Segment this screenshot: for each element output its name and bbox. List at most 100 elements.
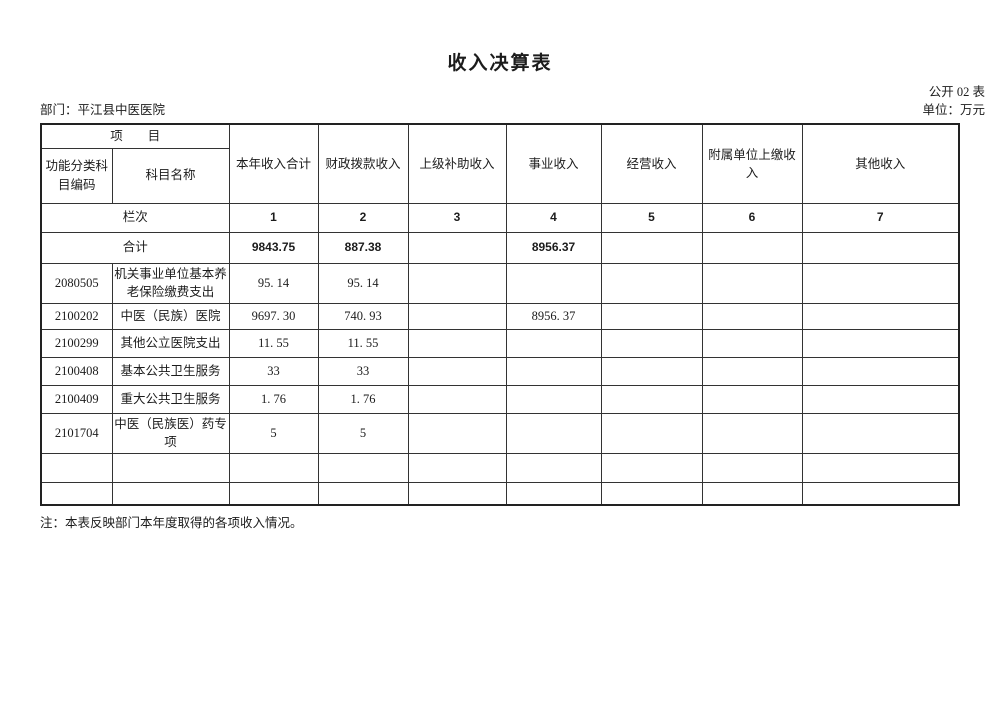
department-label: 部门：平江县中医医院 bbox=[40, 103, 166, 117]
cell-value bbox=[600, 384, 703, 414]
empty-cell bbox=[228, 452, 319, 483]
cell-function-code: 2100202 bbox=[40, 302, 113, 330]
cell-value bbox=[600, 328, 703, 358]
column-index: 3 bbox=[407, 202, 507, 233]
header-col-fiscal-appropriation: 财政拨款收入 bbox=[317, 123, 409, 204]
cell-function-code: 2100299 bbox=[40, 328, 113, 358]
header-col-other-income: 其他收入 bbox=[801, 123, 960, 204]
header-function-code: 功能分类科目编码 bbox=[40, 147, 113, 204]
header-row-top: 项 目 本年收入合计 财政拨款收入 上级补助收入 事业收入 经营收入 附属单位上… bbox=[40, 123, 960, 204]
cell-value bbox=[505, 412, 602, 454]
cell-value bbox=[407, 328, 507, 358]
cell-value bbox=[600, 262, 703, 304]
column-index: 2 bbox=[317, 202, 409, 233]
header-col-affiliated-units: 附属单位上缴收入 bbox=[701, 123, 803, 204]
column-index: 5 bbox=[600, 202, 703, 233]
cell-value bbox=[801, 302, 960, 330]
total-value: 887.38 bbox=[317, 231, 409, 264]
cell-value bbox=[600, 302, 703, 330]
total-row: 合计 9843.75 887.38 8956.37 bbox=[40, 231, 960, 264]
cell-value bbox=[407, 384, 507, 414]
cell-value bbox=[600, 356, 703, 386]
total-value bbox=[801, 231, 960, 264]
header-col-superior-subsidy: 上级补助收入 bbox=[407, 123, 507, 204]
total-value bbox=[407, 231, 507, 264]
empty-cell bbox=[505, 452, 602, 483]
cell-value: 1. 76 bbox=[228, 384, 319, 414]
total-value: 8956.37 bbox=[505, 231, 602, 264]
cell-subject-name: 中医（民族）医院 bbox=[111, 302, 230, 330]
cell-subject-name: 机关事业单位基本养老保险缴费支出 bbox=[111, 262, 230, 304]
empty-cell bbox=[600, 481, 703, 506]
cell-value bbox=[505, 328, 602, 358]
lanci-label: 栏次 bbox=[40, 202, 230, 233]
cell-value: 11. 55 bbox=[228, 328, 319, 358]
cell-value bbox=[701, 356, 803, 386]
column-index: 1 bbox=[228, 202, 319, 233]
cell-value bbox=[505, 384, 602, 414]
total-value bbox=[600, 231, 703, 264]
cell-value bbox=[801, 356, 960, 386]
empty-cell bbox=[600, 452, 703, 483]
cell-subject-name: 其他公立医院支出 bbox=[111, 328, 230, 358]
header-subject-name: 科目名称 bbox=[111, 147, 230, 204]
page-title: 收入决算表 bbox=[447, 53, 553, 74]
cell-value: 5 bbox=[317, 412, 409, 454]
cell-value bbox=[701, 328, 803, 358]
cell-value bbox=[407, 262, 507, 304]
total-value bbox=[701, 231, 803, 264]
table-row: 2101704 中医（民族医）药专项 5 5 bbox=[40, 412, 960, 454]
meta-row: 部门：平江县中医医院 单位：万元 bbox=[40, 99, 985, 118]
cell-value bbox=[701, 262, 803, 304]
empty-cell bbox=[801, 452, 960, 483]
table-row: 2100408 基本公共卫生服务 33 33 bbox=[40, 356, 960, 386]
empty-cell bbox=[228, 481, 319, 506]
header-col-total-income: 本年收入合计 bbox=[228, 123, 319, 204]
cell-value: 95. 14 bbox=[228, 262, 319, 304]
cell-value bbox=[801, 412, 960, 454]
cell-value bbox=[505, 262, 602, 304]
unit-label: 单位：万元 bbox=[922, 103, 985, 117]
column-index-row: 栏次 1 2 3 4 5 6 7 bbox=[40, 202, 960, 233]
header-row-bottom: 功能分类科目编码 科目名称 bbox=[40, 147, 959, 204]
cell-value bbox=[801, 384, 960, 414]
cell-subject-name: 中医（民族医）药专项 bbox=[111, 412, 230, 454]
empty-cell bbox=[40, 481, 113, 506]
table-row: 2100299 其他公立医院支出 11. 55 11. 55 bbox=[40, 328, 960, 358]
empty-cell bbox=[111, 452, 230, 483]
cell-value bbox=[505, 356, 602, 386]
cell-value: 11. 55 bbox=[317, 328, 409, 358]
cell-value bbox=[407, 356, 507, 386]
cell-function-code: 2100409 bbox=[40, 384, 113, 414]
empty-cell bbox=[701, 481, 803, 506]
cell-value: 740. 93 bbox=[317, 302, 409, 330]
total-value: 9843.75 bbox=[228, 231, 319, 264]
table-note: 注：本表反映部门本年度取得的各项收入情况。 bbox=[40, 516, 303, 530]
empty-table-row bbox=[40, 481, 960, 506]
cell-value bbox=[701, 412, 803, 454]
column-index: 6 bbox=[701, 202, 803, 233]
cell-value bbox=[801, 328, 960, 358]
empty-table-row bbox=[40, 452, 960, 483]
cell-value: 8956. 37 bbox=[505, 302, 602, 330]
cell-value bbox=[801, 262, 960, 304]
cell-function-code: 2080505 bbox=[40, 262, 113, 304]
cell-subject-name: 基本公共卫生服务 bbox=[111, 356, 230, 386]
total-label: 合计 bbox=[40, 231, 230, 264]
cell-value: 33 bbox=[317, 356, 409, 386]
empty-cell bbox=[317, 452, 409, 483]
table-row: 2080505 机关事业单位基本养老保险缴费支出 95. 14 95. 14 bbox=[40, 262, 960, 304]
cell-function-code: 2101704 bbox=[40, 412, 113, 454]
header-col-operating-income: 事业收入 bbox=[505, 123, 602, 204]
cell-value bbox=[701, 302, 803, 330]
form-code-label: 公开 02 表 bbox=[928, 85, 985, 99]
cell-function-code: 2100408 bbox=[40, 356, 113, 386]
empty-cell bbox=[701, 452, 803, 483]
header-item-group: 项 目 bbox=[40, 123, 230, 149]
empty-cell bbox=[801, 481, 960, 506]
cell-value bbox=[407, 302, 507, 330]
column-index: 7 bbox=[801, 202, 960, 233]
empty-cell bbox=[407, 452, 507, 483]
cell-value: 95. 14 bbox=[317, 262, 409, 304]
empty-cell bbox=[40, 452, 113, 483]
